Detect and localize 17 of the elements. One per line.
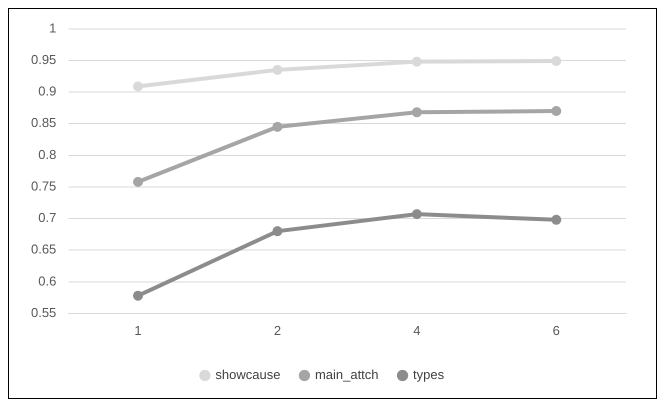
y-tick-label: 0.85 bbox=[30, 115, 56, 130]
y-tick-label: 0.6 bbox=[38, 273, 56, 288]
x-tick-label: 2 bbox=[274, 322, 282, 338]
x-tick-label: 4 bbox=[413, 322, 420, 338]
y-tick-label: 0.95 bbox=[30, 52, 56, 67]
y-tick-label: 0.55 bbox=[30, 304, 56, 320]
legend-label: main_attch bbox=[314, 367, 379, 382]
y-tick-label: 0.65 bbox=[30, 242, 56, 257]
y-tick-label: 1 bbox=[49, 20, 56, 36]
y-tick-label: 0.8 bbox=[38, 146, 56, 162]
y-tick-label: 0.75 bbox=[30, 178, 56, 194]
x-tick-label: 6 bbox=[552, 322, 560, 338]
y-tick-label: 0.7 bbox=[38, 210, 56, 226]
legend-label: types bbox=[413, 367, 445, 382]
x-tick-label: 1 bbox=[134, 322, 142, 338]
y-tick-label: 0.9 bbox=[38, 84, 56, 99]
legend-label: showcause bbox=[215, 367, 280, 382]
